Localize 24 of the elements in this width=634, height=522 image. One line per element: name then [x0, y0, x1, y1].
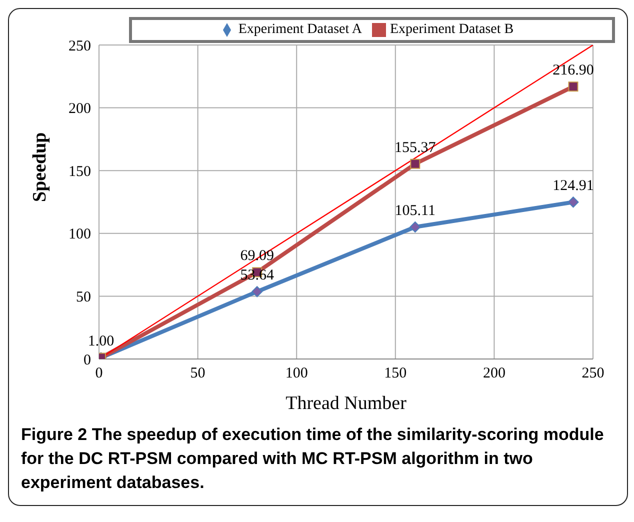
x-tick-label: 100	[285, 366, 308, 382]
x-tick-label: 50	[190, 366, 206, 382]
x-axis-title: Thread Number	[286, 393, 408, 414]
y-tick-label: 0	[84, 352, 91, 368]
point	[252, 286, 263, 298]
x-tick-label: 250	[582, 366, 604, 382]
data-label: 105.11	[394, 202, 436, 219]
point	[410, 221, 421, 232]
x-tick-label: 150	[384, 366, 407, 382]
legend-label: Experiment Dataset A	[238, 22, 362, 37]
y-axis-title: Speedup	[30, 132, 51, 202]
y-tick-label: 250	[68, 38, 91, 54]
y-tick-label: 50	[76, 290, 91, 306]
data-label: 1.00	[88, 334, 114, 350]
x-tick-label: 0	[95, 366, 103, 382]
y-tick-label: 200	[68, 101, 91, 118]
y-tick-label: 100	[68, 226, 91, 243]
data-label: 124.91	[552, 178, 594, 194]
x-tick-label: 200	[482, 366, 506, 382]
point	[568, 196, 579, 208]
data-label: 216.90	[552, 62, 594, 79]
caption: Figure 2 The speedup of execution time of the similarity-scoring module for the DC RT-PSM compared with MC RT-PSM algorithm in two experiment databases.	[21, 424, 605, 494]
legend-label: Experiment Dataset B	[390, 22, 514, 37]
y-tick-label: 150	[68, 164, 91, 180]
